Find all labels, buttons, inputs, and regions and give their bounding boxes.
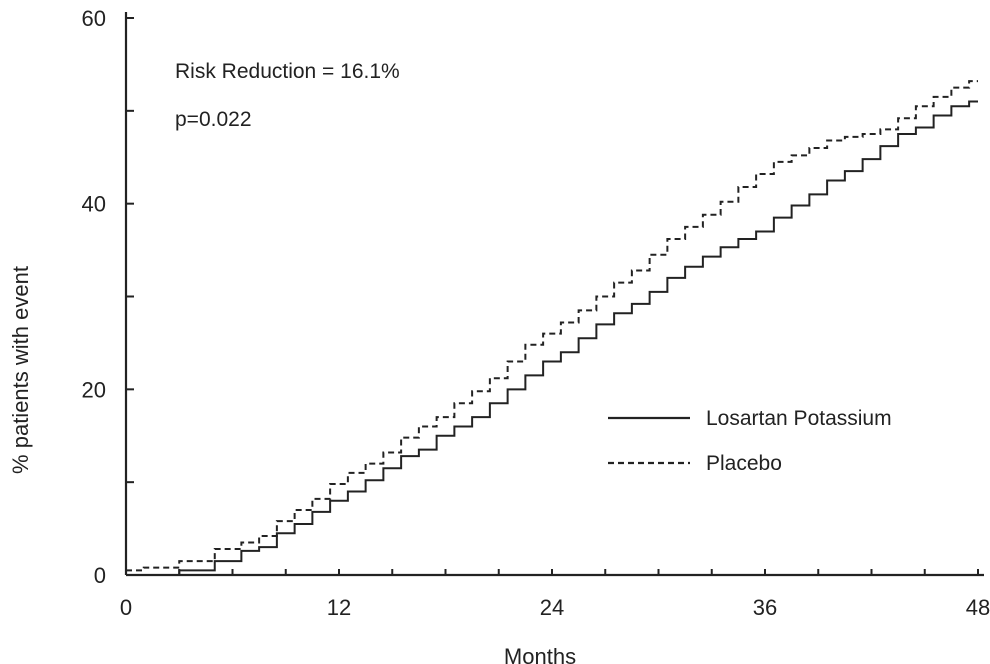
y-tick-label: 40 [82, 192, 106, 217]
y-tick-label: 20 [82, 377, 106, 402]
y-tick-label: 60 [82, 6, 106, 31]
y-axis-title: % patients with event [8, 266, 33, 474]
x-tick-label: 24 [540, 595, 564, 620]
axis-tick-labels: 0 12 24 36 48 0 20 40 60 [82, 6, 990, 620]
risk-reduction-annotation: Risk Reduction = 16.1% [175, 60, 400, 83]
x-axis-title: Months [504, 644, 576, 664]
series-line-losartan [126, 100, 978, 576]
series-line-placebo [126, 80, 978, 572]
x-tick-label: 48 [966, 595, 990, 620]
series-lines [126, 80, 978, 576]
y-tick-label: 0 [94, 563, 106, 588]
x-tick-label: 12 [327, 595, 351, 620]
legend: Losartan Potassium Placebo [608, 407, 892, 475]
axis-ticks [125, 17, 979, 576]
x-tick-label: 36 [753, 595, 777, 620]
legend-label-losartan: Losartan Potassium [706, 407, 892, 430]
x-tick-label: 0 [120, 595, 132, 620]
p-value-annotation: p=0.022 [175, 108, 252, 131]
legend-label-placebo: Placebo [706, 452, 782, 475]
chart-axes [124, 12, 984, 577]
